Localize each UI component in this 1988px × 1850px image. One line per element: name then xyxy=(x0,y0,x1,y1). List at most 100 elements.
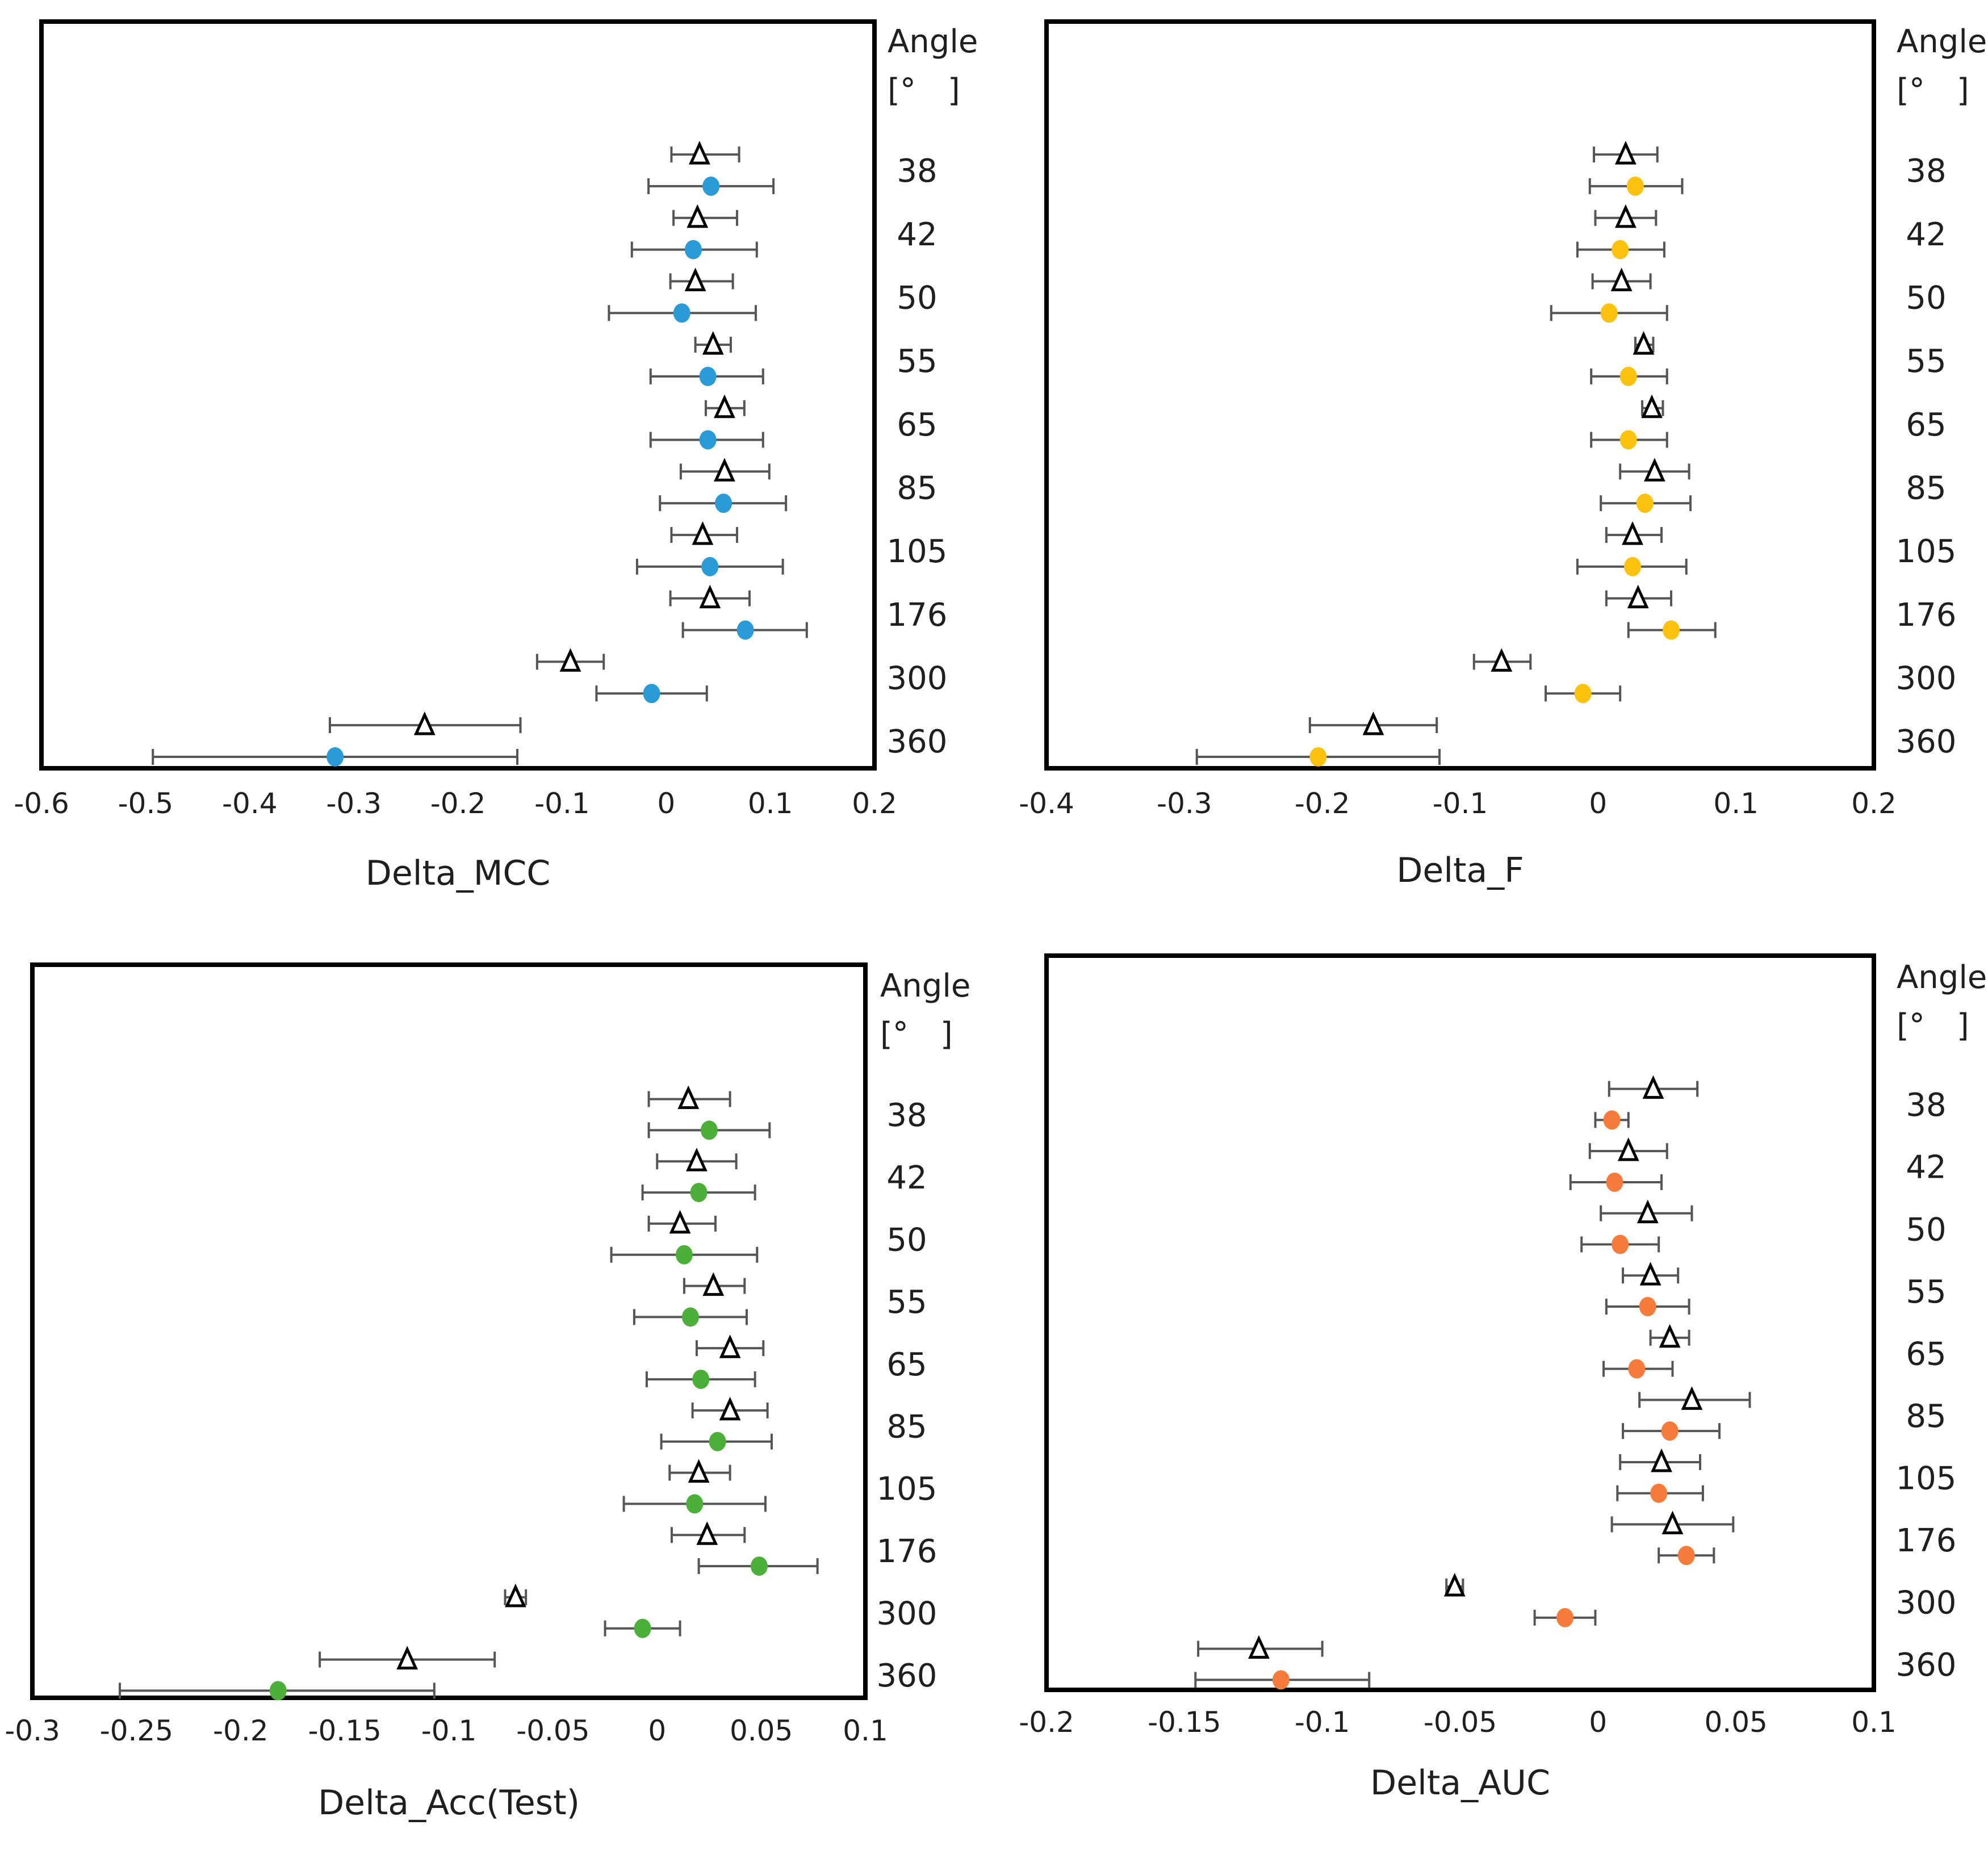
triangle-point xyxy=(1248,1635,1270,1659)
triangle-point xyxy=(504,1583,526,1608)
angle-label-360: 360 xyxy=(887,723,948,760)
x-axis-title: Delta_MCC xyxy=(366,853,551,893)
triangle-point xyxy=(1615,141,1637,165)
angle-label-50: 50 xyxy=(1906,279,1946,316)
plot-frame xyxy=(1044,953,1876,1692)
angle-legend-unit: [° ] xyxy=(1897,1007,1969,1044)
x-tick-label: -0.25 xyxy=(100,1714,173,1747)
series-circle xyxy=(152,176,808,767)
angle-label-42: 42 xyxy=(886,1160,927,1196)
angle-legend-title: Angle xyxy=(880,968,970,1004)
series-circle xyxy=(1195,176,1717,767)
angle-label-55: 55 xyxy=(886,1284,927,1321)
x-tick-label: 0 xyxy=(1589,1706,1607,1739)
x-tick-label: -0.3 xyxy=(1157,787,1212,820)
angle-label-105: 105 xyxy=(1896,533,1957,570)
x-axis-title: Delta_F xyxy=(1396,851,1524,890)
x-tick-label: 0 xyxy=(648,1714,666,1747)
triangle-point xyxy=(1661,1510,1684,1534)
angle-label-176: 176 xyxy=(1896,597,1957,634)
circle-point xyxy=(692,1370,710,1389)
circle-point xyxy=(715,493,733,513)
triangle-point xyxy=(1627,584,1649,609)
series-triangle xyxy=(1308,141,1690,735)
angle-label-360: 360 xyxy=(1896,723,1957,760)
triangle-point xyxy=(1644,458,1665,482)
triangle-point xyxy=(1659,1324,1681,1348)
series-triangle xyxy=(1197,1075,1751,1659)
triangle-point xyxy=(1641,394,1663,418)
triangle-point xyxy=(1615,204,1637,228)
triangle-point xyxy=(669,1209,691,1234)
chart-panel-2: -0.4 -0.3 -0.2 -0.1 0 0.1 0.2 Delta_F Angle [° ] 3… xyxy=(1019,19,1987,890)
circle-point xyxy=(1650,1483,1668,1503)
angle-label-55: 55 xyxy=(1906,1274,1946,1311)
circle-point xyxy=(1661,1421,1679,1441)
x-tick-label: 0.1 xyxy=(1713,787,1759,820)
angle-label-65: 65 xyxy=(897,407,937,443)
angle-label-360: 360 xyxy=(1896,1647,1957,1684)
triangle-point xyxy=(686,1148,708,1171)
angle-label-105: 105 xyxy=(1896,1460,1957,1497)
angle-label-176: 176 xyxy=(887,597,948,634)
x-tick-label: 0.2 xyxy=(852,787,897,820)
angle-label-105: 105 xyxy=(877,1471,938,1508)
angle-label-105: 105 xyxy=(887,533,948,570)
x-tick-label: -0.1 xyxy=(1433,787,1488,820)
angle-label-85: 85 xyxy=(897,470,937,507)
angle-label-50: 50 xyxy=(897,279,937,316)
angle-label-50: 50 xyxy=(886,1221,927,1258)
x-tick-label: -0.1 xyxy=(534,787,590,820)
x-tick-label: -0.15 xyxy=(1148,1706,1221,1739)
x-tick-label: -0.4 xyxy=(222,787,278,820)
angle-label-176: 176 xyxy=(1896,1522,1957,1559)
circle-point xyxy=(686,1494,704,1514)
triangle-point xyxy=(1651,1448,1672,1472)
plot-frame xyxy=(39,19,877,771)
circle-point xyxy=(1556,1608,1574,1627)
circle-point xyxy=(690,1183,708,1203)
circle-point xyxy=(1626,176,1644,196)
triangle-point xyxy=(1362,711,1384,735)
angle-label-360: 360 xyxy=(877,1658,938,1694)
angle-label-42: 42 xyxy=(897,216,937,253)
circle-point xyxy=(327,747,344,767)
angle-label-38: 38 xyxy=(1906,153,1946,190)
circle-point xyxy=(1574,684,1592,704)
triangle-point xyxy=(689,141,710,165)
triangle-point xyxy=(696,1521,718,1545)
x-tick-label: 0 xyxy=(1589,787,1607,820)
x-tick-label: 0.1 xyxy=(748,787,793,820)
chart-panel-1: -0.6 -0.5 -0.4 -0.3 -0.2 -0.1 0 0.1 0.2 Delta_MCC… xyxy=(14,19,978,893)
series-circle xyxy=(119,1120,819,1701)
angle-label-38: 38 xyxy=(897,153,937,190)
circle-point xyxy=(1619,366,1637,386)
x-tick-label: 0.1 xyxy=(1851,1706,1897,1739)
x-tick-label: -0.2 xyxy=(213,1714,269,1747)
angle-label-42: 42 xyxy=(1906,1149,1946,1186)
triangle-point xyxy=(692,521,714,545)
circle-point xyxy=(736,620,754,640)
angle-label-55: 55 xyxy=(897,343,937,380)
angle-label-65: 65 xyxy=(1906,1336,1946,1372)
circle-point xyxy=(634,1618,651,1638)
circle-point xyxy=(709,1432,726,1451)
circle-point xyxy=(1628,1359,1646,1379)
triangle-point xyxy=(687,204,709,228)
x-tick-label: 0.05 xyxy=(730,1714,793,1747)
angle-legend-unit: [° ] xyxy=(888,72,960,109)
circle-point xyxy=(1612,1234,1629,1254)
circle-point xyxy=(269,1681,287,1701)
x-tick-label: -0.3 xyxy=(5,1714,60,1747)
angle-label-176: 176 xyxy=(877,1533,938,1570)
angle-label-42: 42 xyxy=(1906,216,1946,253)
angle-label-300: 300 xyxy=(877,1595,938,1632)
x-tick-label: -0.6 xyxy=(14,787,69,820)
triangle-point xyxy=(1443,1573,1466,1597)
angle-label-38: 38 xyxy=(1906,1087,1946,1124)
x-tick-label: 0.2 xyxy=(1851,787,1897,820)
x-tick-label: 0.05 xyxy=(1705,1706,1768,1739)
angle-legend-title: Angle xyxy=(1897,23,1987,60)
circle-point xyxy=(702,176,720,196)
circle-point xyxy=(699,366,717,386)
